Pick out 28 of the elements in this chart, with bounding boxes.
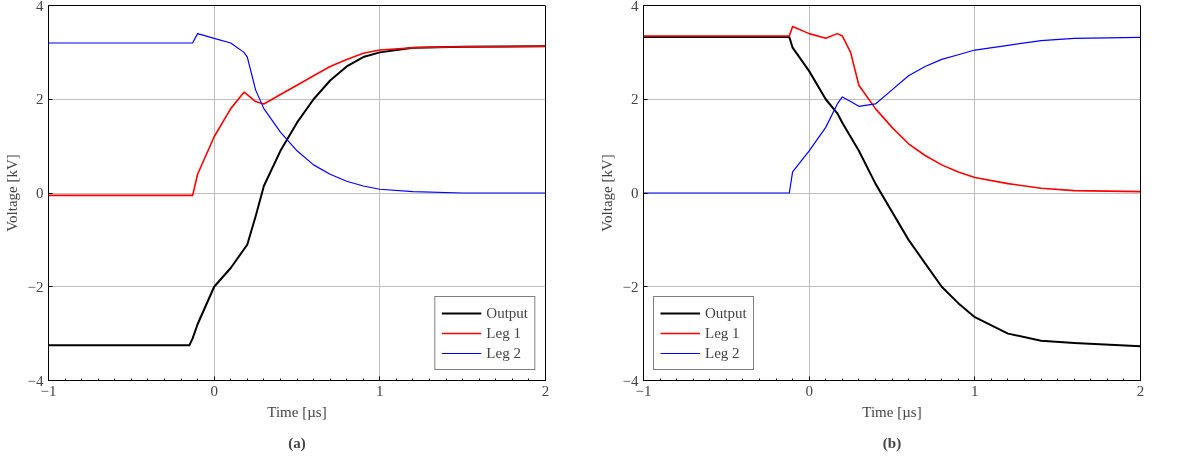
y-tick-label: 2 [631, 91, 639, 108]
y-tick-label: 4 [631, 0, 639, 14]
y-axis-title: Voltage [kV] [3, 154, 20, 232]
legend-label: Leg 1 [705, 324, 740, 342]
x-axis-title: Time [µs] [862, 403, 922, 420]
y-tick-label: 0 [631, 185, 639, 201]
y-tick-label: −4 [622, 372, 639, 389]
text: (b) [882, 434, 902, 452]
legend-label: Output [486, 304, 528, 322]
legend-label: Leg 2 [705, 344, 740, 362]
x-tick-label: 0 [805, 382, 813, 399]
legend-label: Output [705, 304, 747, 322]
y-tick-label: 0 [36, 185, 44, 201]
x-tick-label: 0 [210, 382, 218, 399]
y-tick-label: 4 [36, 0, 44, 14]
text: (a) [288, 434, 306, 452]
y-tick-label: −2 [622, 278, 639, 295]
x-tick-label: 1 [376, 382, 384, 399]
x-tick-label: 2 [541, 382, 550, 399]
x-tick-label: 2 [1136, 382, 1145, 399]
x-axis-title: Time [µs] [267, 403, 327, 420]
y-tick-label: −4 [27, 372, 44, 389]
y-tick-label: −2 [27, 278, 44, 295]
legend-label: Leg 1 [486, 324, 521, 342]
y-axis-title: Voltage [kV] [598, 154, 615, 232]
legend-label: Leg 2 [486, 344, 521, 362]
x-tick-label: 1 [971, 382, 979, 399]
y-tick-label: 2 [36, 91, 44, 108]
